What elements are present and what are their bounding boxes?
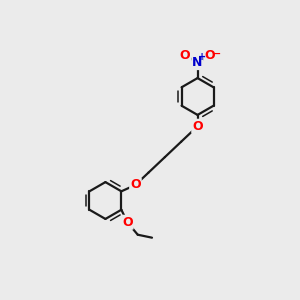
Text: −: −	[212, 49, 221, 59]
Text: O: O	[122, 216, 133, 229]
Text: +: +	[198, 52, 206, 62]
Text: O: O	[205, 49, 215, 62]
Text: O: O	[180, 49, 190, 62]
Text: O: O	[130, 178, 141, 191]
Text: O: O	[192, 120, 203, 133]
Text: N: N	[192, 56, 203, 69]
